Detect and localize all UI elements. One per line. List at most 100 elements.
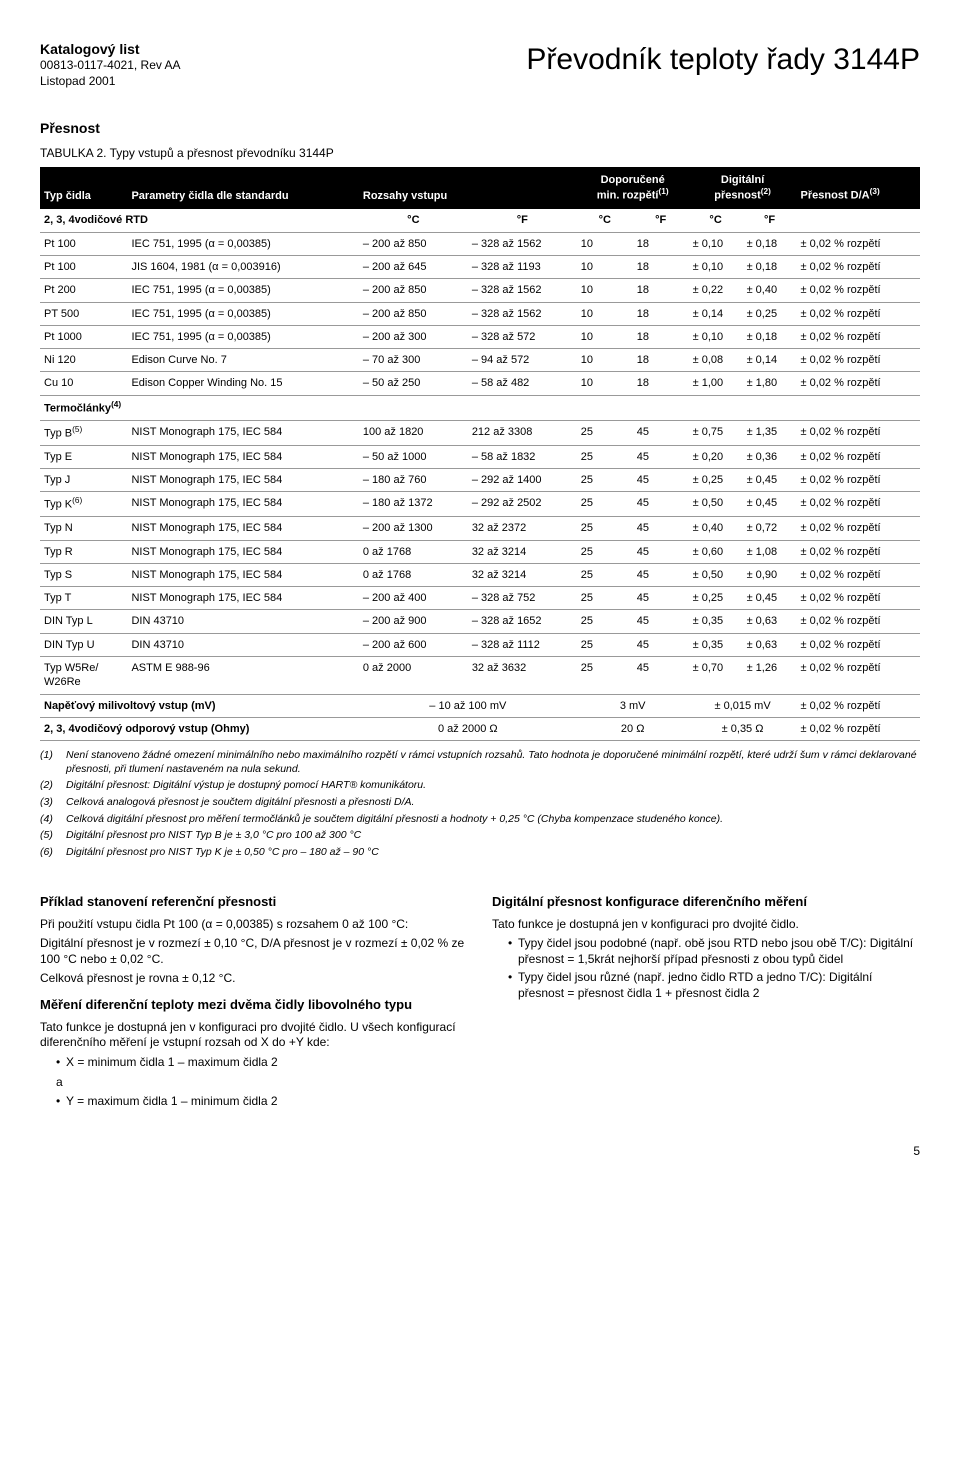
table-cell: 45 xyxy=(633,610,689,633)
table-cell: Typ T xyxy=(40,587,127,610)
table-row: Pt 100JIS 1604, 1981 (α = 0,003916)– 200… xyxy=(40,256,920,279)
table-cell: ± 1,00 xyxy=(689,372,743,395)
table-cell: 25 xyxy=(577,587,633,610)
table-cell: ± 0,90 xyxy=(743,563,797,586)
table-cell: – 328 až 1112 xyxy=(468,633,577,656)
table-cell: ± 0,25 xyxy=(689,587,743,610)
table-cell: ± 0,02 % rozpětí xyxy=(797,563,920,586)
table-cell: 25 xyxy=(577,517,633,540)
table-cell: Napěťový milivoltový vstup (mV) xyxy=(40,694,359,717)
table-row: DIN Typ LDIN 43710– 200 až 900– 328 až 1… xyxy=(40,610,920,633)
doc-date: Listopad 2001 xyxy=(40,74,181,90)
footnote-text: Celková analogová přesnost je součtem di… xyxy=(66,796,414,810)
table-row: DIN Typ UDIN 43710– 200 až 600– 328 až 1… xyxy=(40,633,920,656)
table-cell: – 200 až 850 xyxy=(359,302,468,325)
table-cell: ± 0,22 xyxy=(689,279,743,302)
table-row: Typ NNIST Monograph 175, IEC 584– 200 až… xyxy=(40,517,920,540)
table-cell: 2, 3, 4vodičové RTD xyxy=(40,209,359,232)
table-row: Typ B(5)NIST Monograph 175, IEC 584100 a… xyxy=(40,420,920,445)
footnote-num: (6) xyxy=(40,846,66,860)
table-cell: Typ B(5) xyxy=(40,420,127,445)
table-cell: 2, 3, 4vodičový odporový vstup (Ohmy) xyxy=(40,717,359,740)
table-cell: 100 až 1820 xyxy=(359,420,468,445)
table-cell: °F xyxy=(468,209,577,232)
table-row: Typ RNIST Monograph 175, IEC 5840 až 176… xyxy=(40,540,920,563)
table-cell: ± 0,02 % rozpětí xyxy=(797,694,920,717)
table-cell: ± 0,08 xyxy=(689,349,743,372)
table-cell: ± 0,10 xyxy=(689,256,743,279)
product-title: Převodník teploty řady 3144P xyxy=(526,40,920,79)
table-cell: 3 mV xyxy=(577,694,689,717)
table-row: Pt 100IEC 751, 1995 (α = 0,00385)– 200 a… xyxy=(40,232,920,255)
table-row: Ni 120Edison Curve No. 7– 70 až 300– 94 … xyxy=(40,349,920,372)
table-cell: 32 až 3214 xyxy=(468,563,577,586)
table-cell: 25 xyxy=(577,657,633,695)
table-cell: ± 0,02 % rozpětí xyxy=(797,349,920,372)
table-cell: ± 0,02 % rozpětí xyxy=(797,445,920,468)
footnote: (3)Celková analogová přesnost je součtem… xyxy=(40,796,920,810)
table-cell: ± 0,45 xyxy=(743,587,797,610)
table-cell: 45 xyxy=(633,587,689,610)
table-cell: NIST Monograph 175, IEC 584 xyxy=(127,540,358,563)
table-cell: 25 xyxy=(577,492,633,517)
footnote-text: Digitální přesnost pro NIST Typ K je ± 0… xyxy=(66,846,379,860)
table-cell: IEC 751, 1995 (α = 0,00385) xyxy=(127,232,358,255)
table-cell: DIN 43710 xyxy=(127,633,358,656)
table-cell: 32 až 2372 xyxy=(468,517,577,540)
table-cell: ± 0,75 xyxy=(689,420,743,445)
table-cell: 10 xyxy=(577,302,633,325)
table-cell: 45 xyxy=(633,492,689,517)
table-cell: 25 xyxy=(577,540,633,563)
footnote-num: (2) xyxy=(40,779,66,793)
table-cell: 18 xyxy=(633,325,689,348)
right-p1: Tato funkce je dostupná jen v konfigurac… xyxy=(492,917,920,933)
table-cell: Typ S xyxy=(40,563,127,586)
right-bullet-1: Typy čidel jsou podobné (např. obě jsou … xyxy=(508,936,920,967)
table-row: Typ JNIST Monograph 175, IEC 584– 180 až… xyxy=(40,468,920,491)
section-title: Přesnost xyxy=(40,119,920,137)
th-da: Přesnost D/A(3) xyxy=(797,167,920,209)
table-cell: 0 až 2000 Ω xyxy=(359,717,577,740)
footnote-num: (5) xyxy=(40,829,66,843)
table-row: Pt 200IEC 751, 1995 (α = 0,00385)– 200 a… xyxy=(40,279,920,302)
table-cell: – 200 až 850 xyxy=(359,232,468,255)
right-h1: Digitální přesnost konfigurace diferenčn… xyxy=(492,894,920,911)
table-cell: – 200 až 850 xyxy=(359,279,468,302)
th-ranges: Rozsahy vstupu xyxy=(359,167,577,209)
table-cell: – 328 až 1562 xyxy=(468,232,577,255)
page-header: Katalogový list 00813-0117-4021, Rev AA … xyxy=(40,40,920,89)
accuracy-table: Typ čidla Parametry čidla dle standardu … xyxy=(40,167,920,741)
table-cell: NIST Monograph 175, IEC 584 xyxy=(127,492,358,517)
table-cell: 25 xyxy=(577,610,633,633)
table-cell: – 328 až 752 xyxy=(468,587,577,610)
table-cell: – 328 až 1562 xyxy=(468,302,577,325)
table-row: Typ SNIST Monograph 175, IEC 5840 až 176… xyxy=(40,563,920,586)
table-cell: 10 xyxy=(577,279,633,302)
footnote-num: (4) xyxy=(40,813,66,827)
footnote-text: Digitální přesnost: Digitální výstup je … xyxy=(66,779,426,793)
page-number: 5 xyxy=(40,1144,920,1160)
table-caption: TABULKA 2. Typy vstupů a přesnost převod… xyxy=(40,146,920,162)
table-row: Cu 10Edison Copper Winding No. 15– 50 až… xyxy=(40,372,920,395)
table-cell: ± 0,02 % rozpětí xyxy=(797,517,920,540)
table-cell: Pt 100 xyxy=(40,232,127,255)
table-cell: °F xyxy=(743,209,797,232)
left-h2: Měření diferenční teploty mezi dvěma čid… xyxy=(40,997,468,1014)
footnotes: (1)Není stanoveno žádné omezení minimáln… xyxy=(40,749,920,859)
table-cell: ± 0,70 xyxy=(689,657,743,695)
doc-number: 00813-0117-4021, Rev AA xyxy=(40,58,181,74)
left-bullet-2: Y = maximum čidla 1 – minimum čidla 2 xyxy=(56,1094,468,1110)
footnote: (4)Celková digitální přesnost pro měření… xyxy=(40,813,920,827)
table-cell: ± 0,36 xyxy=(743,445,797,468)
left-a: a xyxy=(56,1075,468,1091)
table-cell: ± 0,63 xyxy=(743,610,797,633)
table-cell: DIN Typ U xyxy=(40,633,127,656)
table-cell: 0 až 1768 xyxy=(359,540,468,563)
table-cell: ± 0,14 xyxy=(689,302,743,325)
table-cell: ± 0,40 xyxy=(743,279,797,302)
table-cell: 10 xyxy=(577,372,633,395)
table-cell: ± 0,45 xyxy=(743,468,797,491)
table-cell: ± 0,72 xyxy=(743,517,797,540)
footnote: (6)Digitální přesnost pro NIST Typ K je … xyxy=(40,846,920,860)
table-cell: ± 0,02 % rozpětí xyxy=(797,256,920,279)
